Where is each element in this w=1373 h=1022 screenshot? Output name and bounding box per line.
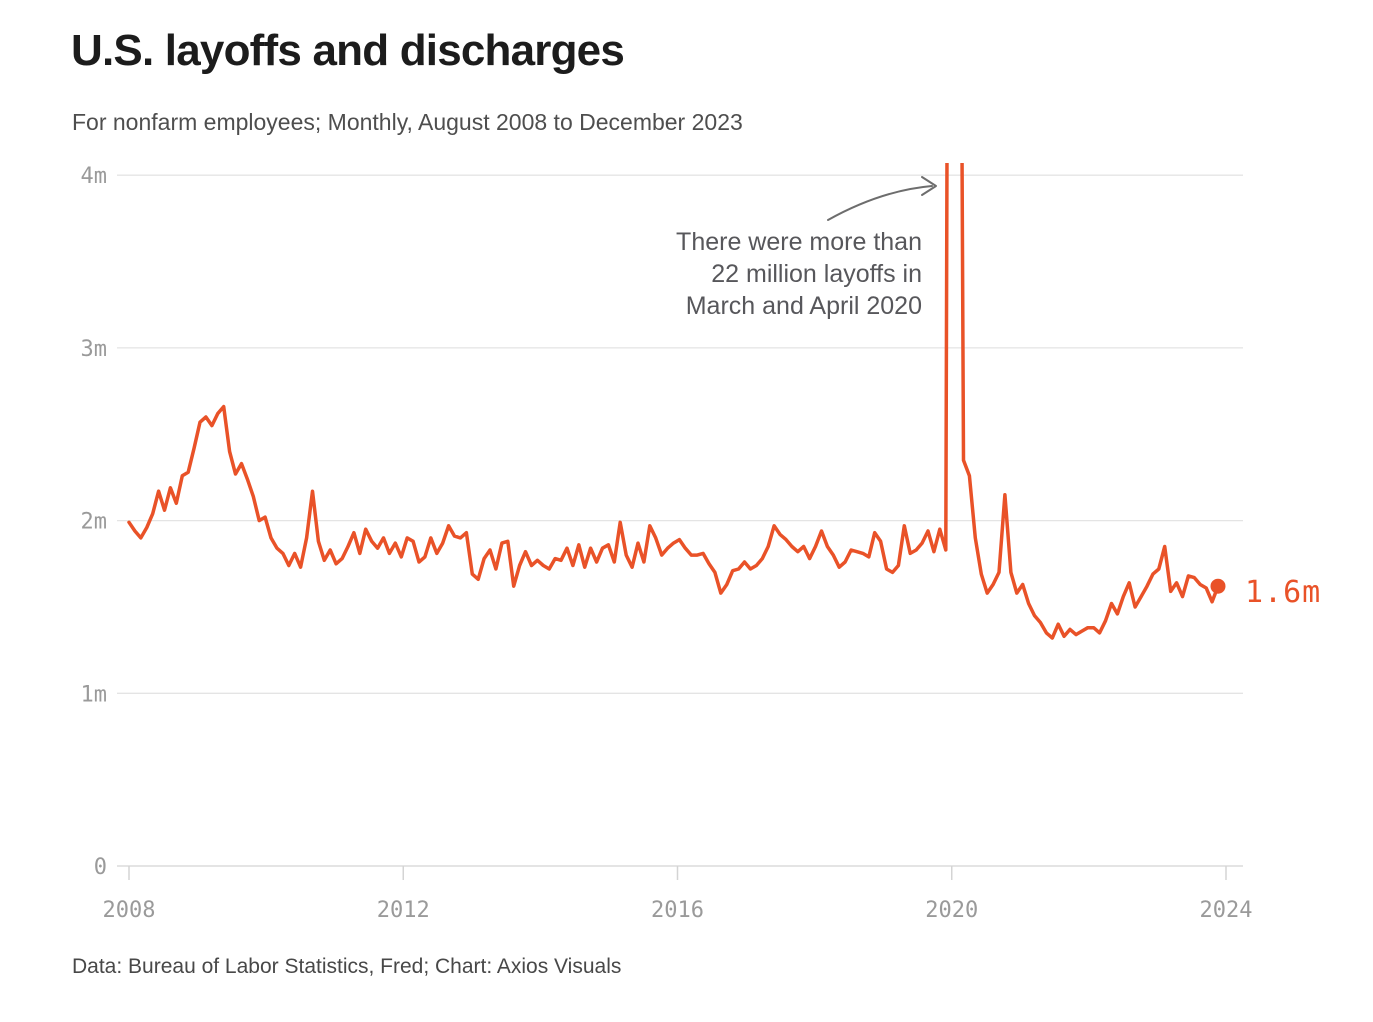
series-line — [127, 163, 1220, 640]
y-axis-tick-label: 3m — [81, 337, 108, 362]
x-axis-tick-label: 2020 — [925, 898, 978, 923]
annotation-text: There were more than 22 million layoffs … — [676, 226, 922, 322]
y-axis-tick-label: 1m — [81, 682, 108, 707]
y-axis-tick-label: 2m — [81, 510, 108, 535]
x-axis-tick-label: 2008 — [103, 898, 156, 923]
annotation-line: March and April 2020 — [685, 292, 922, 320]
x-axis-tick-label: 2016 — [651, 898, 704, 923]
chart-title: U.S. layoffs and discharges — [71, 26, 625, 75]
chart-subtitle: For nonfarm employees; Monthly, August 2… — [72, 109, 743, 135]
end-value-label: 1.6m — [1245, 575, 1321, 610]
series-layer — [127, 163, 1220, 640]
annotation-arrow-icon — [827, 176, 937, 221]
annotation-line: 22 million layoffs in — [711, 260, 922, 288]
grid-layer — [117, 174, 1243, 880]
y-axis-tick-label: 4m — [81, 164, 108, 189]
source-credit: Data: Bureau of Labor Statistics, Fred; … — [72, 955, 622, 978]
annotation-line: There were more than — [676, 228, 922, 256]
x-axis-tick-label: 2024 — [1200, 898, 1253, 923]
end-dot — [1210, 578, 1226, 594]
label-layer: 0 1m 2m 3m 4m 2008 2012 2016 2020 2024 1.6m — [81, 164, 1321, 923]
y-axis-tick-label: 0 — [94, 855, 107, 880]
x-axis-tick-label: 2012 — [377, 898, 430, 923]
